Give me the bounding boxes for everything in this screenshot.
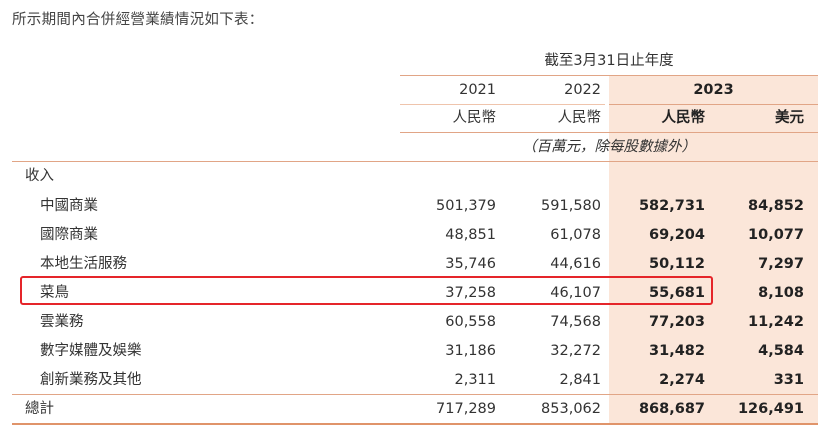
cell-2022: 32,272 [550, 343, 601, 359]
rule-above-total [12, 394, 818, 395]
cell-2023-rmb: 2,274 [659, 372, 705, 388]
period-header: 截至3月31日止年度 [544, 53, 674, 69]
highlight-box-cainiao [20, 276, 713, 305]
rule-period [400, 75, 818, 76]
total-2021: 717,289 [436, 401, 496, 417]
row-label: 雲業務 [40, 314, 84, 330]
currency-2022: 人民幣 [557, 110, 602, 126]
cell-2023-usd: 4,584 [758, 343, 804, 359]
cell-2023-rmb: 50,112 [649, 256, 705, 272]
cell-2021: 31,186 [445, 343, 496, 359]
rule-years-2023 [609, 104, 818, 105]
row-label: 本地生活服務 [40, 256, 127, 272]
row-label: 國際商業 [40, 227, 98, 243]
cell-2022: 61,078 [550, 227, 601, 243]
cell-2023-usd: 11,242 [748, 314, 804, 330]
total-2022: 853,062 [541, 401, 601, 417]
total-2023-rmb: 868,687 [638, 401, 705, 417]
cell-2021: 2,311 [454, 372, 496, 388]
cell-2023-rmb: 31,482 [649, 343, 705, 359]
currency-2023-rmb: 人民幣 [661, 110, 706, 126]
cell-2022: 46,107 [550, 285, 601, 301]
year-2023: 2023 [693, 82, 734, 98]
rule-currency [400, 132, 818, 133]
cell-2021: 48,851 [445, 227, 496, 243]
cell-2022: 74,568 [550, 314, 601, 330]
cell-2021: 60,558 [445, 314, 496, 330]
intro-text: 所示期間內合併經營業績情況如下表： [12, 12, 264, 28]
cell-2023-rmb: 582,731 [638, 198, 705, 214]
cell-2023-usd: 10,077 [748, 227, 804, 243]
cell-2023-usd: 331 [773, 372, 804, 388]
total-2023-usd: 126,491 [737, 401, 804, 417]
rule-years-left [400, 104, 605, 105]
cell-2021: 35,746 [445, 256, 496, 272]
unit-note: （百萬元，除每股數據外） [522, 139, 696, 155]
cell-2022: 2,841 [559, 372, 601, 388]
cell-2022: 591,580 [541, 198, 601, 214]
cell-2023-usd: 7,297 [758, 256, 804, 272]
cell-2023-rmb: 55,681 [649, 285, 705, 301]
cell-2023-rmb: 69,204 [649, 227, 705, 243]
year-2021: 2021 [459, 82, 496, 98]
rule-bottom [12, 423, 818, 425]
row-label: 創新業務及其他 [40, 372, 142, 388]
cell-2023-usd: 84,852 [748, 198, 804, 214]
rule-body-top [12, 161, 818, 162]
row-label: 菜鳥 [40, 285, 69, 301]
cell-2021: 37,258 [445, 285, 496, 301]
cell-2021: 501,379 [436, 198, 496, 214]
cell-2022: 44,616 [550, 256, 601, 272]
cell-2023-usd: 8,108 [758, 285, 804, 301]
currency-2023-usd: 美元 [775, 110, 804, 126]
row-label: 中國商業 [40, 198, 98, 214]
year-2023-shading [609, 75, 818, 423]
total-label: 總計 [25, 401, 54, 417]
currency-2021: 人民幣 [452, 110, 497, 126]
section-label-revenue: 收入 [25, 168, 54, 184]
row-label: 數字媒體及娛樂 [40, 343, 142, 359]
cell-2023-rmb: 77,203 [649, 314, 705, 330]
year-2022: 2022 [564, 82, 601, 98]
